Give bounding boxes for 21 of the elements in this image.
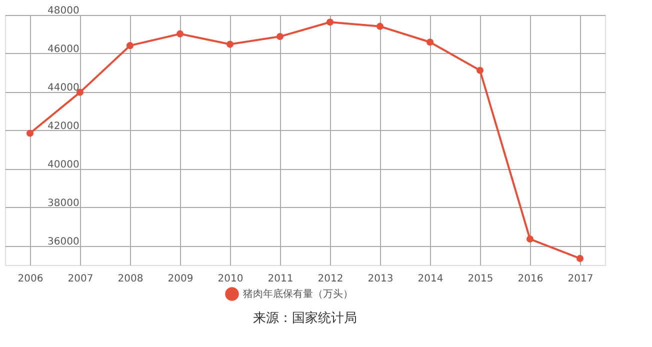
x-tick-label: 2011 <box>268 274 294 284</box>
x-tick-label: 2007 <box>68 274 94 284</box>
x-tick-label: 2017 <box>568 274 594 284</box>
y-tick-label: 36000 <box>48 236 80 248</box>
y-tick-label: 48000 <box>48 6 80 16</box>
y-tick-label: 40000 <box>48 159 80 170</box>
x-tick-label: 2012 <box>318 274 344 284</box>
x-tick-label: 2009 <box>168 274 194 284</box>
x-tick-label: 2013 <box>368 274 394 284</box>
source-note: 来源：国家统计局 <box>253 310 357 326</box>
x-tick-label: 2016 <box>518 274 544 284</box>
y-tick-label: 42000 <box>48 120 80 132</box>
x-tick-label: 2014 <box>418 274 444 284</box>
y-tick-label: 38000 <box>48 198 80 209</box>
x-tick-label: 2006 <box>18 274 44 284</box>
y-tick-label: 44000 <box>48 82 80 94</box>
x-tick-label: 2010 <box>218 274 244 284</box>
y-tick-label: 46000 <box>48 44 80 55</box>
x-tick-label: 2015 <box>468 274 494 284</box>
legend-label: 猪肉年底保有量（万头） <box>243 288 353 300</box>
x-tick-label: 2008 <box>118 274 144 284</box>
